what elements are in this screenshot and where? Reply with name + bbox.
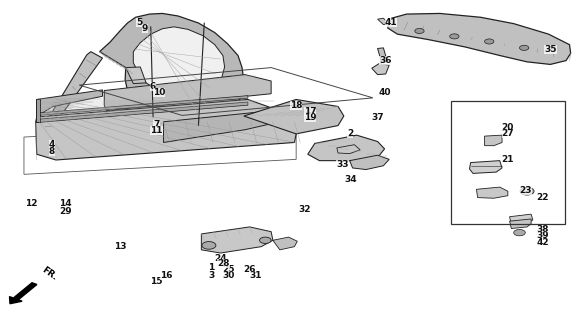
Polygon shape [36,100,40,123]
Text: 33: 33 [336,160,349,169]
Text: 39: 39 [536,231,549,240]
Text: 25: 25 [223,265,235,275]
Polygon shape [153,90,181,123]
Text: 27: 27 [501,129,514,138]
Text: 3: 3 [208,271,215,280]
Polygon shape [476,187,508,198]
Polygon shape [337,145,360,154]
Text: 34: 34 [344,175,357,184]
Text: 7: 7 [153,120,160,129]
Text: 11: 11 [150,126,163,135]
Text: 37: 37 [371,114,384,123]
FancyArrow shape [9,283,37,304]
Polygon shape [38,52,103,134]
Circle shape [259,237,271,244]
Text: 41: 41 [385,18,397,27]
Circle shape [202,242,216,249]
Text: 19: 19 [304,114,317,123]
Text: 5: 5 [136,18,142,27]
Polygon shape [273,237,297,250]
Text: 21: 21 [501,155,514,164]
Polygon shape [126,67,146,84]
Text: 24: 24 [214,254,227,263]
Text: 38: 38 [536,225,549,234]
Text: 29: 29 [59,207,72,216]
Polygon shape [38,102,248,123]
Polygon shape [469,161,502,173]
Text: 30: 30 [223,271,235,280]
Polygon shape [372,64,389,75]
Text: 9: 9 [142,24,148,33]
Text: 17: 17 [304,107,317,116]
Text: 16: 16 [160,271,173,280]
Polygon shape [350,155,389,170]
Polygon shape [510,214,533,225]
Text: 13: 13 [114,242,126,251]
Polygon shape [308,135,385,161]
Text: 31: 31 [249,271,262,280]
Circle shape [519,45,529,50]
Text: 2: 2 [347,129,353,138]
Text: 26: 26 [243,265,256,275]
Polygon shape [201,227,273,253]
Polygon shape [104,75,271,111]
Text: 10: 10 [153,88,165,97]
Circle shape [514,229,525,236]
Text: 18: 18 [290,101,303,110]
Polygon shape [36,100,296,160]
Polygon shape [100,13,244,125]
Text: 22: 22 [536,193,549,202]
Text: 42: 42 [536,238,549,247]
Circle shape [415,28,424,34]
Polygon shape [37,90,103,116]
Text: 12: 12 [24,199,37,208]
Text: FR.: FR. [40,265,59,282]
Circle shape [484,39,494,44]
Text: 6: 6 [150,82,156,91]
Polygon shape [378,18,389,25]
Bar [451,101,565,224]
Polygon shape [151,102,164,107]
Text: 14: 14 [59,199,72,208]
Text: 36: 36 [379,56,391,65]
Polygon shape [378,48,388,62]
Text: 40: 40 [379,88,391,97]
Text: 20: 20 [502,123,514,132]
Polygon shape [510,219,531,228]
Circle shape [520,188,534,195]
Polygon shape [38,96,248,116]
Text: 15: 15 [150,277,163,286]
Polygon shape [134,27,224,95]
Text: 23: 23 [519,186,532,195]
Polygon shape [164,108,294,142]
Text: 8: 8 [49,147,55,156]
Text: 35: 35 [544,44,557,54]
Text: 28: 28 [217,260,230,268]
Text: 1: 1 [208,263,215,272]
Polygon shape [484,135,502,146]
Text: 32: 32 [298,205,311,214]
Polygon shape [388,13,571,64]
Text: 4: 4 [49,140,55,149]
Polygon shape [244,100,344,134]
Circle shape [449,34,459,39]
